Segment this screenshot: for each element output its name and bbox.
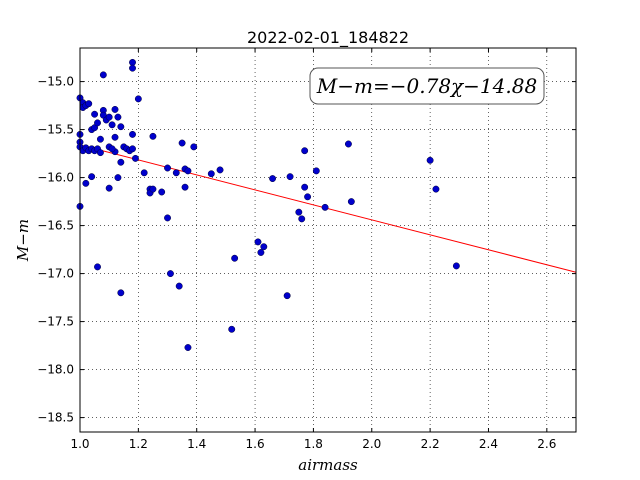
data-point [295, 208, 303, 216]
data-point [114, 174, 122, 182]
y-tick-labels: −15.0 −15.5 −16.0 −16.5 −17.0 −17.5 −18.0 −18.5 [37, 75, 74, 425]
data-point [131, 154, 139, 162]
data-point [286, 173, 294, 181]
data-point [426, 156, 434, 164]
data-point [228, 325, 236, 333]
data-point [269, 175, 277, 183]
data-point [82, 179, 90, 187]
y-tick-label: −18.0 [37, 363, 74, 377]
x-tick-label: 1.0 [70, 437, 89, 451]
data-point [172, 169, 180, 177]
data-point [254, 238, 262, 246]
data-point [283, 292, 291, 300]
data-point [94, 263, 101, 271]
data-point [88, 173, 96, 181]
x-tick-label: 1.4 [187, 437, 206, 451]
x-tick-label: 2.2 [421, 437, 440, 451]
y-tick-label: −16.5 [37, 219, 74, 233]
data-point [231, 254, 239, 262]
data-point [347, 198, 355, 206]
data-point [158, 188, 166, 196]
data-point [108, 145, 116, 153]
y-tick-label: −17.0 [37, 267, 74, 281]
y-tick-label: −15.0 [37, 75, 74, 89]
data-point [134, 95, 142, 103]
data-point [117, 289, 125, 297]
data-point [114, 113, 122, 121]
data-point [96, 149, 104, 157]
data-point [149, 132, 157, 140]
data-point [99, 71, 107, 79]
data-point [166, 270, 174, 278]
data-point [298, 215, 306, 223]
data-point [149, 185, 157, 193]
data-point [184, 344, 192, 351]
data-point [91, 110, 99, 118]
x-tick-label: 2.6 [537, 437, 556, 451]
data-point [129, 64, 136, 72]
x-tick-label: 1.6 [246, 437, 265, 451]
data-points [76, 58, 460, 351]
data-point [117, 123, 125, 131]
data-point [260, 243, 268, 251]
data-point [105, 113, 113, 121]
x-tick-label: 1.8 [304, 437, 323, 451]
data-point [216, 166, 224, 174]
data-point [301, 183, 309, 191]
data-point [312, 167, 320, 175]
data-point [344, 140, 352, 148]
annotation-box [309, 67, 545, 105]
data-point [111, 105, 119, 113]
data-point [184, 167, 192, 175]
y-tick-label: −16.0 [37, 171, 74, 185]
data-point [301, 147, 309, 155]
annotation-text: M−m=−0.78χ−14.88 [316, 74, 537, 98]
y-tick-label: −17.5 [37, 315, 74, 329]
data-point [304, 193, 312, 201]
y-tick-label: −15.5 [37, 123, 74, 137]
equation-annotation: M−m=−0.78χ−14.88 [309, 67, 545, 105]
data-point [94, 119, 101, 127]
data-point [181, 183, 189, 191]
data-point [190, 143, 198, 151]
data-point [111, 133, 119, 141]
data-point [129, 130, 136, 138]
x-axis-label: airmass [298, 456, 358, 474]
y-tick-label: −18.5 [37, 411, 74, 425]
x-tick-labels: 1.0 1.2 1.4 1.6 1.8 2.0 2.2 2.4 2.6 [70, 437, 556, 451]
x-tick-label: 1.2 [129, 437, 148, 451]
x-tick-label: 2.4 [479, 437, 498, 451]
data-point [321, 203, 329, 211]
data-point [140, 169, 148, 177]
plot-frame [79, 47, 577, 433]
data-point [257, 249, 265, 256]
data-point [108, 121, 116, 129]
data-point [96, 135, 104, 143]
data-point [164, 164, 171, 172]
data-point [105, 184, 113, 192]
axis-ticks [79, 48, 576, 432]
data-point [129, 145, 136, 153]
data-point [178, 139, 186, 147]
data-point [164, 214, 171, 222]
data-point [117, 158, 125, 166]
x-tick-label: 2.0 [362, 437, 381, 451]
data-point [207, 170, 215, 178]
data-point [175, 282, 183, 290]
data-point [129, 58, 136, 66]
data-point [452, 262, 460, 270]
data-point [432, 185, 440, 193]
data-point [85, 100, 93, 108]
chart-title: 2022-02-01_184822 [247, 28, 409, 48]
y-axis-label: M−m [14, 219, 32, 262]
